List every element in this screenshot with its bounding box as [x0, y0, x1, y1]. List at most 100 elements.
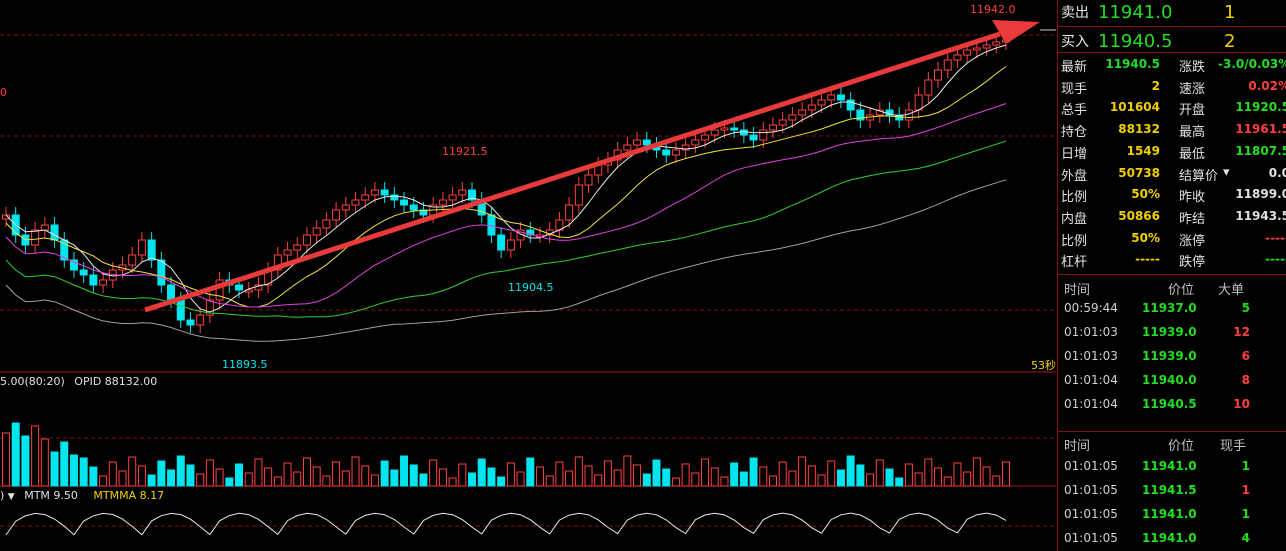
- candle-body: [739, 129, 748, 136]
- volume-bar: [273, 476, 282, 487]
- stat-value: 0.02%: [1248, 78, 1286, 93]
- candle-body: [273, 254, 282, 271]
- mtm-label: MTM: [24, 489, 50, 502]
- volume-bar: [157, 460, 166, 487]
- volume-bar: [21, 435, 30, 487]
- candle-body: [749, 134, 758, 141]
- chevron-down-icon[interactable]: ▼: [7, 492, 15, 502]
- volume-bar: [477, 458, 486, 487]
- volume-bar: [788, 470, 797, 487]
- tick-time: 01:01:04: [1064, 373, 1118, 387]
- tick-price: 11940.5: [1142, 397, 1197, 411]
- volume-bar: [468, 472, 477, 487]
- volume-bar: [642, 473, 651, 487]
- tick-qty: 5: [1241, 301, 1250, 315]
- candle-body: [730, 127, 739, 131]
- buy-row[interactable]: 买入 11940.5 2: [1058, 29, 1286, 54]
- volume-bar: [497, 476, 506, 487]
- candle-body: [186, 319, 195, 326]
- col-header-time: 时间: [1064, 283, 1091, 298]
- chart-canvas[interactable]: [0, 0, 1056, 551]
- volume-bar: [283, 462, 292, 487]
- volume-bar: [186, 464, 195, 487]
- volume-bar: [778, 461, 787, 487]
- opid-value: 88132.00: [104, 375, 158, 388]
- stat-label: 外盘: [1061, 168, 1088, 184]
- stat-label: 涨跌: [1179, 60, 1206, 75]
- volume-bar: [11, 422, 20, 487]
- stat-value: -3.0/0.03%: [1218, 57, 1286, 71]
- volume-bar: [79, 457, 88, 487]
- sell-row[interactable]: 卖出 11941.0 1: [1058, 0, 1286, 25]
- ma-line-gray: [5, 179, 1007, 342]
- tick-price: 11941.5: [1142, 483, 1197, 497]
- volume-bar: [594, 474, 603, 487]
- volume-bar: [361, 465, 370, 487]
- volume-bar: [885, 468, 894, 487]
- tick-time: 01:01:05: [1064, 483, 1118, 497]
- candle-body: [691, 139, 700, 146]
- candle-body: [701, 134, 710, 141]
- volume-bar: [963, 471, 972, 487]
- candle-body: [235, 284, 244, 291]
- stat-label: 速涨: [1179, 81, 1206, 97]
- candle-body: [215, 279, 224, 301]
- buy-qty: 2: [1224, 31, 1236, 52]
- stat-value: 11961.5: [1235, 122, 1286, 137]
- volume-bar: [128, 456, 137, 487]
- volume-bar: [390, 469, 399, 487]
- volume-bar: [312, 466, 321, 487]
- candle-body: [302, 234, 311, 246]
- volume-bar: [254, 458, 263, 487]
- volume-bar: [671, 477, 680, 487]
- stat-label: 结算价: [1179, 168, 1219, 184]
- divider: [1058, 274, 1286, 275]
- tick-price: 11941.0: [1142, 459, 1197, 473]
- tick-time: 01:01:05: [1064, 507, 1118, 521]
- volume-bar: [448, 477, 457, 487]
- candle-body: [79, 269, 88, 276]
- sell-price: 11941.0: [1098, 2, 1173, 23]
- volume-bar: [205, 459, 214, 487]
- candle-body: [205, 299, 214, 316]
- volume-bar: [196, 473, 205, 487]
- stat-label: 日增: [1061, 146, 1088, 162]
- volume-bar: [108, 461, 117, 487]
- volume-bar: [235, 463, 244, 487]
- candle-body: [768, 124, 777, 131]
- tick-qty: 6: [1241, 349, 1250, 363]
- volume-bar: [302, 457, 311, 487]
- volume-bar: [904, 463, 913, 487]
- tick-qty: 12: [1233, 325, 1250, 339]
- price-label-left-edge: 0: [0, 86, 7, 99]
- stat-label: 持仓: [1061, 125, 1088, 141]
- candlestick-chart[interactable]: 11942.0 11921.5 11904.5 11893.5 0 53秒 5.…: [0, 0, 1056, 551]
- tick-price: 11939.0: [1142, 325, 1197, 339]
- volume-bar: [545, 475, 554, 487]
- ma-line-yellow: [5, 66, 1007, 308]
- price-label-low-mid: 11904.5: [508, 281, 554, 294]
- stat-label: 内盘: [1061, 211, 1088, 227]
- candle-body: [963, 49, 972, 56]
- volume-bar: [487, 467, 496, 487]
- volume-bar: [652, 459, 661, 487]
- volume-bar: [118, 470, 127, 487]
- trend-arrow-head: [992, 20, 1040, 44]
- stat-label: 比例: [1061, 190, 1088, 206]
- divider: [1058, 26, 1286, 27]
- volume-bar: [749, 457, 758, 487]
- volume-bar: [458, 463, 467, 487]
- candle-body: [856, 109, 865, 121]
- buy-label: 买入: [1061, 34, 1089, 50]
- volume-bar: [584, 465, 593, 487]
- candle-body: [623, 144, 632, 151]
- candle-body: [361, 194, 370, 201]
- chevron-down-icon[interactable]: ▾: [1223, 164, 1230, 180]
- volume-bar: [992, 475, 1001, 487]
- volume-bar: [176, 455, 185, 487]
- volume-bar: [972, 457, 981, 487]
- candle-body: [448, 194, 457, 201]
- candle-body: [370, 189, 379, 196]
- opid-label: OPID: [74, 375, 102, 388]
- stat-value: 11940.5: [1105, 57, 1160, 71]
